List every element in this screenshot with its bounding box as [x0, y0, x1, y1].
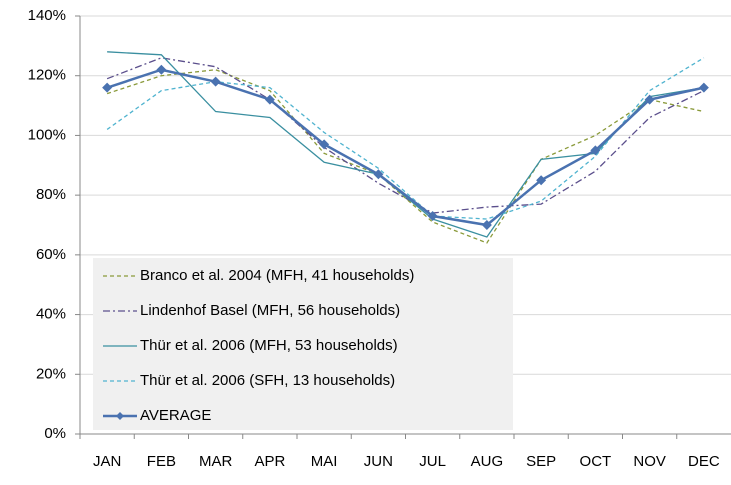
y-tick-label: 100%	[28, 126, 66, 143]
x-tick-label: JUL	[419, 453, 446, 470]
data-point	[102, 82, 113, 93]
y-tick-label: 80%	[36, 186, 66, 203]
legend-label: Lindenhof Basel (MFH, 56 households)	[140, 302, 400, 319]
data-point	[156, 64, 167, 75]
data-point	[698, 82, 709, 93]
series-line	[107, 51, 704, 238]
data-point	[427, 211, 438, 222]
series-line	[106, 57, 705, 220]
x-tick-label: OCT	[580, 453, 612, 470]
y-tick-label: 60%	[36, 246, 66, 263]
x-tick-label: APR	[254, 453, 285, 470]
x-tick-label: NOV	[633, 453, 666, 470]
series-line	[106, 68, 705, 227]
y-tick-label: 20%	[36, 365, 66, 382]
legend-marker	[116, 412, 124, 420]
data-point	[264, 94, 275, 105]
data-point	[644, 94, 655, 105]
data-point	[319, 139, 330, 150]
x-tick-label: MAI	[311, 453, 338, 470]
x-tick-label: DEC	[688, 453, 720, 470]
y-tick-label: 0%	[44, 425, 66, 442]
y-tick-label: 40%	[36, 306, 66, 323]
data-point	[536, 175, 547, 186]
x-tick-label: JAN	[93, 453, 121, 470]
series-line	[106, 57, 705, 214]
legend-label: Thür et al. 2006 (MFH, 53 households)	[140, 337, 398, 354]
data-point	[590, 145, 601, 156]
x-tick-label: FEB	[147, 453, 176, 470]
x-tick-label: JUN	[364, 453, 393, 470]
y-tick-label: 140%	[28, 7, 66, 24]
data-point	[373, 169, 384, 180]
legend-label: Branco et al. 2004 (MFH, 41 households)	[140, 267, 414, 284]
x-tick-label: MAR	[199, 453, 233, 470]
legend-box	[93, 258, 513, 430]
data-point	[210, 76, 221, 87]
x-tick-label: SEP	[526, 453, 556, 470]
legend-label: Thür et al. 2006 (SFH, 13 households)	[140, 372, 395, 389]
legend-label: AVERAGE	[140, 407, 211, 424]
data-point	[481, 220, 492, 230]
y-tick-label: 120%	[28, 67, 66, 84]
x-tick-label: AUG	[471, 453, 504, 470]
series-line	[106, 69, 705, 244]
